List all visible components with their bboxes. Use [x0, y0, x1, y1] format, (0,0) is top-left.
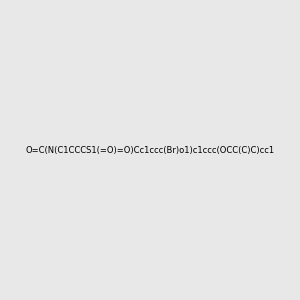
- Text: O=C(N(C1CCCS1(=O)=O)Cc1ccc(Br)o1)c1ccc(OCC(C)C)cc1: O=C(N(C1CCCS1(=O)=O)Cc1ccc(Br)o1)c1ccc(O…: [26, 146, 275, 154]
